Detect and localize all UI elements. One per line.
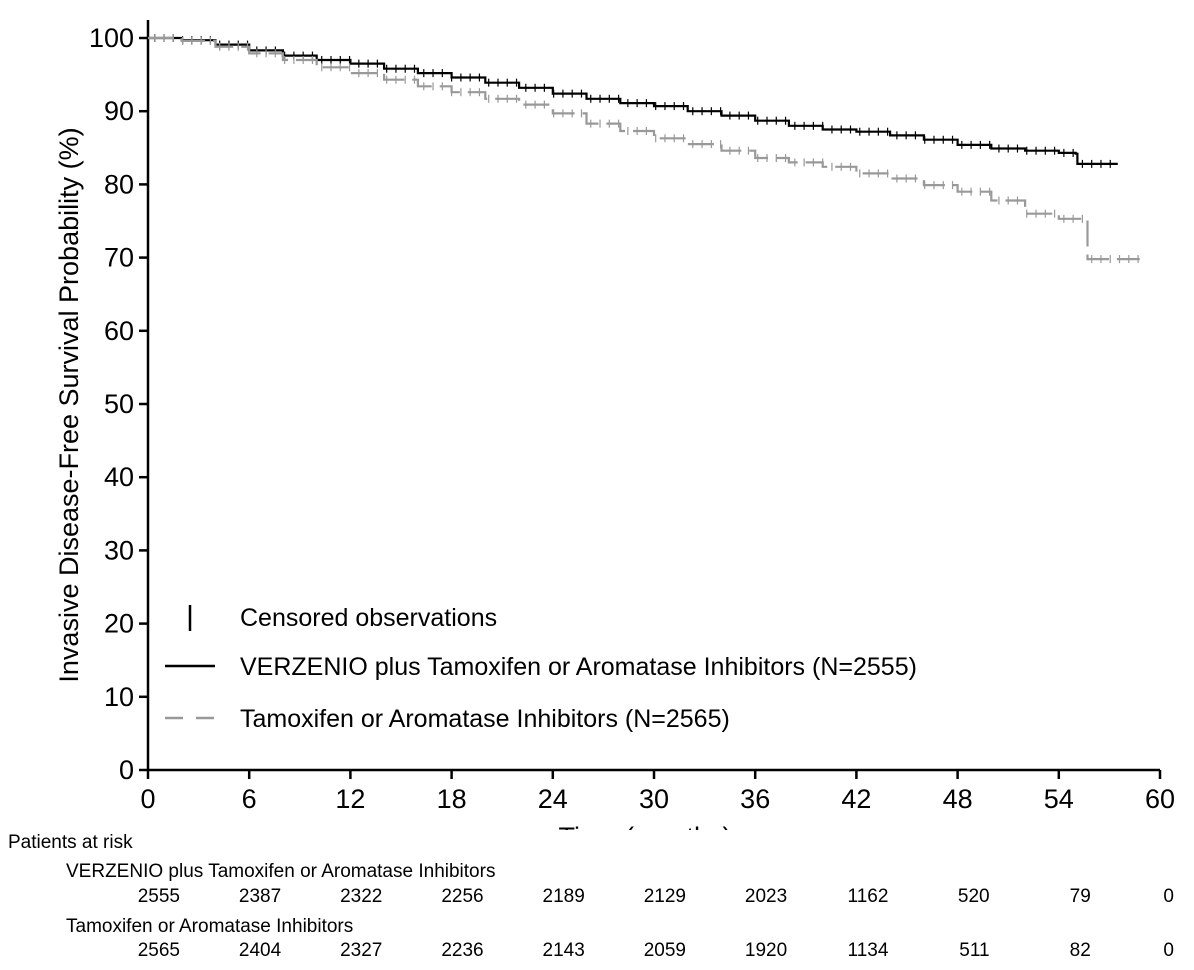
- risk-count: 511: [959, 940, 990, 961]
- risk-count: 2565: [137, 940, 180, 961]
- legend-label-control: Tamoxifen or Aromatase Inhibitors (N=256…: [240, 705, 730, 733]
- x-tick-label: 12: [335, 784, 365, 814]
- risk-count: 2189: [542, 886, 585, 907]
- x-tick-label: 36: [740, 784, 770, 814]
- risk-count: 2387: [238, 886, 282, 907]
- x-tick-label: 0: [140, 784, 155, 814]
- y-tick-label: 50: [104, 389, 134, 419]
- risk-count: 2322: [340, 886, 383, 907]
- y-tick-label: 100: [89, 23, 134, 53]
- km-chart: Invasive Disease-Free Survival Probabili…: [54, 20, 1175, 830]
- y-tick-label: 10: [104, 682, 134, 712]
- x-tick-label: 24: [538, 784, 568, 814]
- y-tick-label: 30: [104, 535, 134, 565]
- risk-count: 2236: [441, 940, 484, 961]
- legend-label-verzenio: VERZENIO plus Tamoxifen or Aromatase Inh…: [240, 653, 917, 681]
- risk-count: 0: [1163, 886, 1174, 907]
- risk-count: 1920: [744, 940, 788, 961]
- y-tick-label: 80: [104, 169, 134, 199]
- x-axis-title: Time (months): [558, 822, 731, 830]
- x-tick-label: 48: [943, 784, 973, 814]
- x-tick-label: 18: [437, 784, 467, 814]
- y-tick-label: 0: [119, 755, 134, 785]
- x-tick-label: 6: [242, 784, 257, 814]
- risk-group-label-verzenio: VERZENIO plus Tamoxifen or Aromatase Inh…: [66, 861, 496, 882]
- risk-count: 2023: [744, 886, 788, 907]
- risk-count: 82: [1069, 940, 1091, 961]
- plot-area: 0 10 20 30 40 50 60 70 80 90 100 0 6 12 18 24 30 36 42 48 54…: [89, 20, 1175, 814]
- risk-count: 2129: [643, 886, 686, 907]
- survival-curve-control: [148, 36, 1140, 261]
- risk-count: 2143: [542, 940, 585, 961]
- risk-count: 2555: [137, 886, 180, 907]
- risk-table-header: Patients at risk: [8, 832, 133, 853]
- y-tick-label: 90: [104, 96, 134, 126]
- risk-count: 520: [957, 886, 990, 907]
- legend: Censored observations VERZENIO plus Tamo…: [165, 604, 917, 733]
- x-tick-label: 42: [841, 784, 871, 814]
- risk-count: 79: [1069, 886, 1091, 907]
- risk-count: 1162: [847, 886, 889, 907]
- risk-count: 2059: [643, 940, 686, 961]
- risk-count: 2327: [340, 940, 383, 961]
- risk-count: 0: [1163, 940, 1174, 961]
- risk-count: 2256: [441, 886, 484, 907]
- x-tick-label: 30: [639, 784, 669, 814]
- legend-censored-label: Censored observations: [240, 604, 497, 632]
- risk-count: 1134: [847, 940, 889, 961]
- y-tick-label: 60: [104, 316, 134, 346]
- y-tick-label: 40: [104, 462, 134, 492]
- y-tick-label: 70: [104, 243, 134, 273]
- x-tick-label: 54: [1044, 784, 1074, 814]
- risk-group-label-control: Tamoxifen or Aromatase Inhibitors: [66, 916, 354, 937]
- risk-count: 2404: [238, 940, 282, 961]
- x-tick-label: 60: [1145, 784, 1175, 814]
- y-tick-label: 20: [104, 609, 134, 639]
- y-axis-title: Invasive Disease-Free Survival Probabili…: [54, 127, 84, 682]
